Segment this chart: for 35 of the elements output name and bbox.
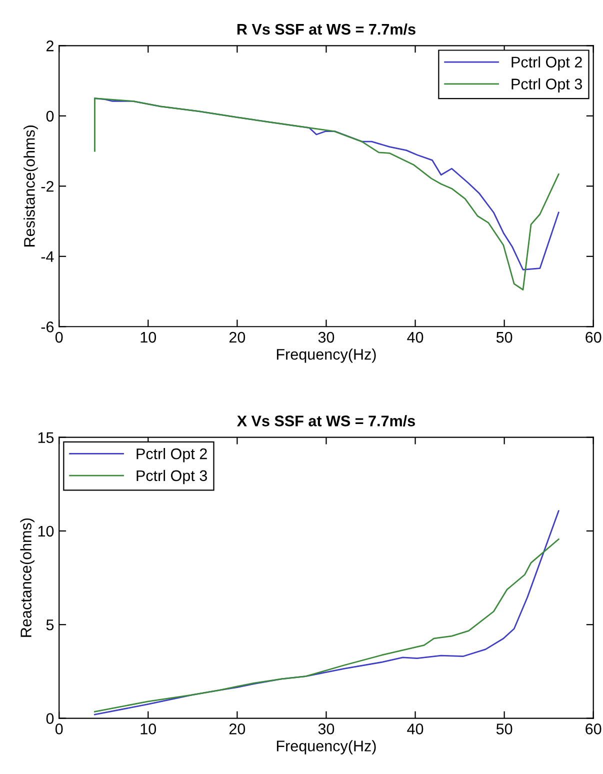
y-axis-title: Resistance(ohms) [24,126,38,246]
y-axis-title: Reactance(ohms) [20,518,34,637]
x-tick-label: 10 [140,724,156,734]
y-tick-label: 15 [38,432,54,443]
y-tick-label: 5 [46,620,54,630]
x-tick-label: 60 [586,332,602,343]
y-tick-label: 0 [46,110,54,122]
legend-label: Pctrl Opt 3 [512,78,582,92]
y-tick-label: 0 [46,713,54,724]
chart-title: R Vs SSF at WS = 7.7m/s [237,23,416,35]
x-tick-label: 20 [229,332,246,343]
x-tick-label: 50 [496,332,512,343]
x-tick-label: 30 [318,724,334,734]
y-tick-label: 10 [38,526,54,537]
y-tick-label: -4 [41,251,54,262]
legend-label: Pctrl Opt 2 [136,448,207,462]
y-tick-label: 2 [46,40,54,52]
x-tick-label: 40 [407,724,424,734]
legend-label: Pctrl Opt 3 [136,470,207,484]
x-tick-label: 30 [318,332,334,343]
x-tick-label: 10 [140,332,156,343]
x-axis-title: Frequency(Hz) [276,740,376,754]
x-tick-label: 20 [229,724,246,734]
chart-title: X Vs SSF at WS = 7.7m/s [236,415,415,427]
x-axis-title: Frequency(Hz) [276,348,376,363]
x-tick-label: 0 [55,724,63,734]
x-tick-label: 0 [55,332,63,343]
x-tick-label: 50 [496,724,512,734]
y-tick-label: -2 [41,181,54,192]
y-tick-label: -6 [41,321,54,332]
x-tick-label: 60 [586,724,602,734]
line-series [94,510,560,716]
x-tick-label: 40 [407,332,424,343]
legend-label: Pctrl Opt 2 [512,56,582,71]
line-series [94,538,560,712]
